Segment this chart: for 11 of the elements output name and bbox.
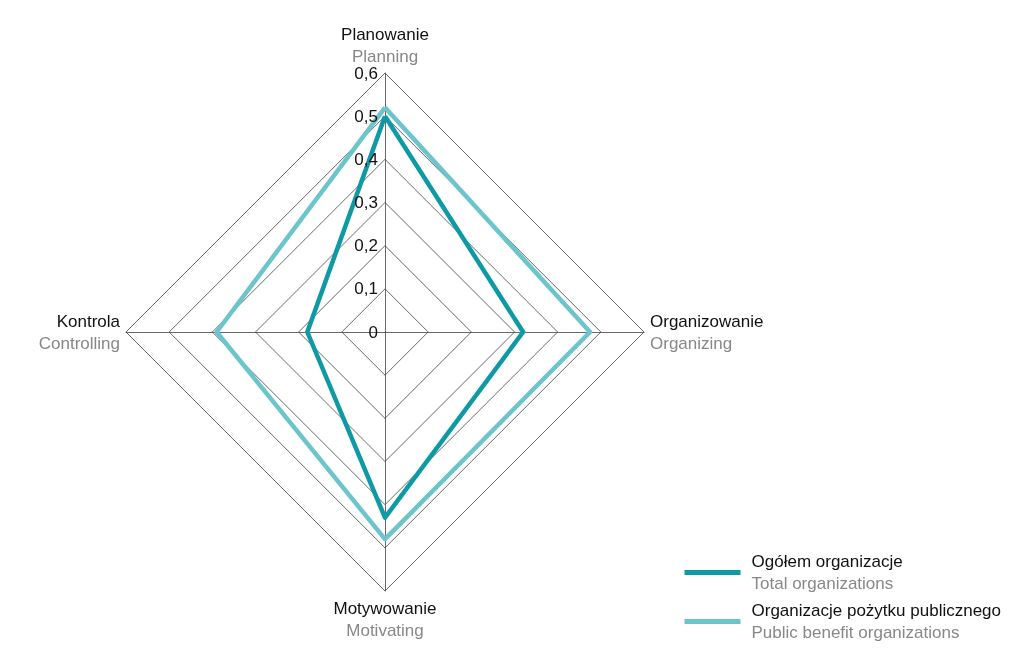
legend-label: Organizacje pożytku publicznego Public benefit organizations (751, 601, 1001, 642)
legend-label: Ogółem organizacje Total organizations (751, 552, 903, 593)
y-tick-label: 0,2 (354, 236, 378, 256)
y-tick-label: 0,3 (354, 193, 378, 212)
spoke-label: Kontrola Controlling (38, 311, 121, 353)
spoke-label: Organizowanie Organizing (650, 311, 764, 353)
y-tick-label: 0,1 (354, 279, 378, 299)
y-tick-label: 0,6 (354, 63, 378, 83)
spoke-label: Motywowanie Motivating (333, 598, 437, 640)
spoke-label: Planowanie Planning (341, 24, 429, 66)
y-tick-label: 0,5 (354, 106, 378, 126)
